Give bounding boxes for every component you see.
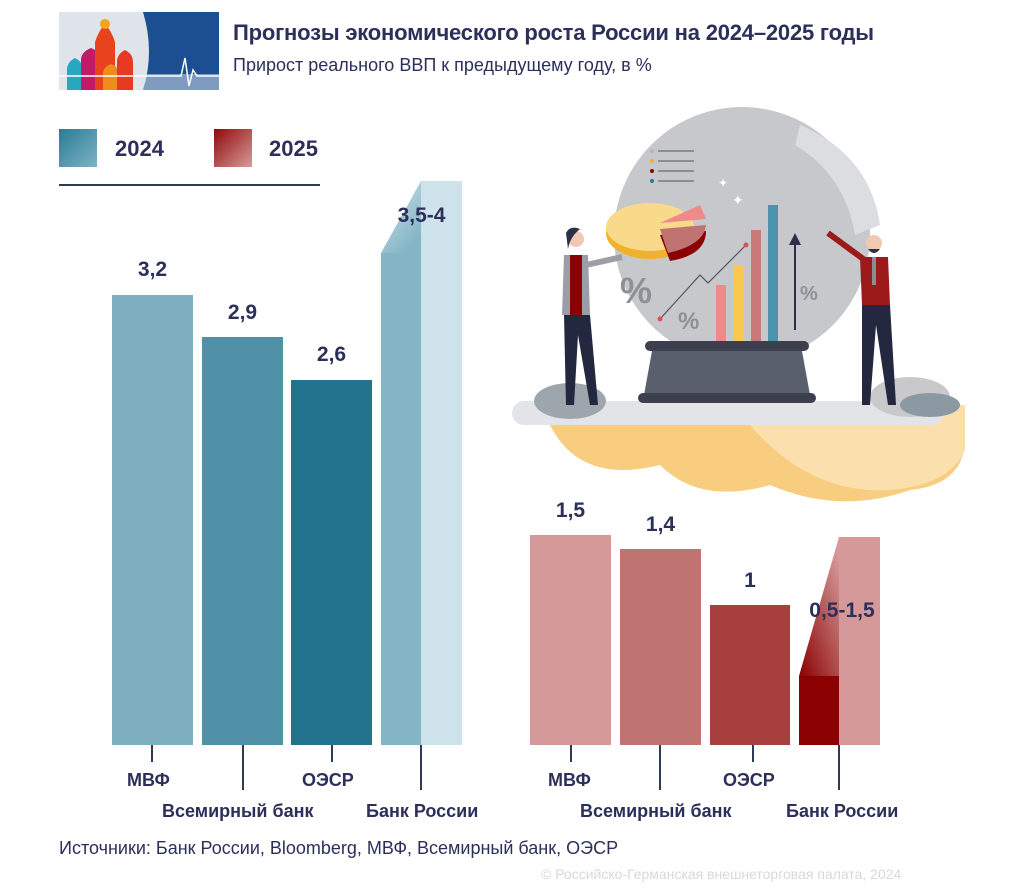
legend-label-2025: 2025 xyxy=(269,136,318,161)
value-label: 1 xyxy=(744,569,756,592)
value-label: 3,2 xyxy=(137,258,168,281)
category-label: ОЭСР xyxy=(723,770,775,790)
svg-text:%: % xyxy=(678,308,699,335)
value-label: 2,6 xyxy=(316,343,347,366)
category-tick xyxy=(570,745,572,762)
value-label: 1,5 xyxy=(555,499,586,522)
value-label: 1,4 xyxy=(645,513,676,536)
bar-2024-imf xyxy=(112,295,193,745)
legend-swatch-2024 xyxy=(59,129,97,167)
sources-note: Источники: Банк России, Bloomberg, МВФ, … xyxy=(59,838,619,858)
category-tick xyxy=(838,745,840,790)
category-label: Банк России xyxy=(786,801,899,821)
category-tick xyxy=(331,745,333,762)
page-title: Прогнозы экономического роста России на … xyxy=(233,20,874,45)
logo xyxy=(59,12,219,90)
value-label: 0,5-1,5 xyxy=(809,599,875,622)
category-label: МВФ xyxy=(127,770,170,790)
category-tick xyxy=(752,745,754,762)
category-tick xyxy=(242,745,244,790)
category-label: Всемирный банк xyxy=(162,801,314,821)
bar-2024-oecd xyxy=(291,380,372,745)
svg-text:✦: ✦ xyxy=(732,192,744,208)
illustration-crystal-ball-forecast: ✦ ✦ % % % xyxy=(510,105,970,515)
bar-2025-oecd xyxy=(710,605,790,745)
svg-text:%: % xyxy=(620,270,652,311)
category-label: ОЭСР xyxy=(302,770,354,790)
category-tick xyxy=(659,745,661,790)
bar-2025-world-bank xyxy=(620,549,701,745)
page-subtitle: Прирост реального ВВП к предыдущему году… xyxy=(233,55,652,75)
legend-swatch-2025 xyxy=(214,129,252,167)
bar-2024-world-bank xyxy=(202,337,283,745)
category-label: МВФ xyxy=(548,770,591,790)
legend-divider xyxy=(59,184,320,186)
category-label: Банк России xyxy=(366,801,479,821)
category-tick xyxy=(420,745,422,790)
value-label: 2,9 xyxy=(227,301,258,324)
crystal-ball-illustration-icon: ✦ ✦ % % % xyxy=(512,107,965,502)
bar-2025-bank-of-russia xyxy=(799,537,880,745)
svg-text:%: % xyxy=(800,283,818,305)
legend-label-2024: 2024 xyxy=(115,136,164,161)
category-tick xyxy=(151,745,153,762)
logo-kremlin-heartbeat-icon xyxy=(59,12,219,90)
bar-2024-bank-of-russia xyxy=(381,181,462,745)
value-label: 3,5-4 xyxy=(397,204,446,227)
category-label: Всемирный банк xyxy=(580,801,732,821)
svg-text:✦: ✦ xyxy=(718,176,728,190)
bar-2025-imf xyxy=(530,535,611,745)
copyright-note: © Российско-Германская внешнеторговая па… xyxy=(541,866,902,882)
